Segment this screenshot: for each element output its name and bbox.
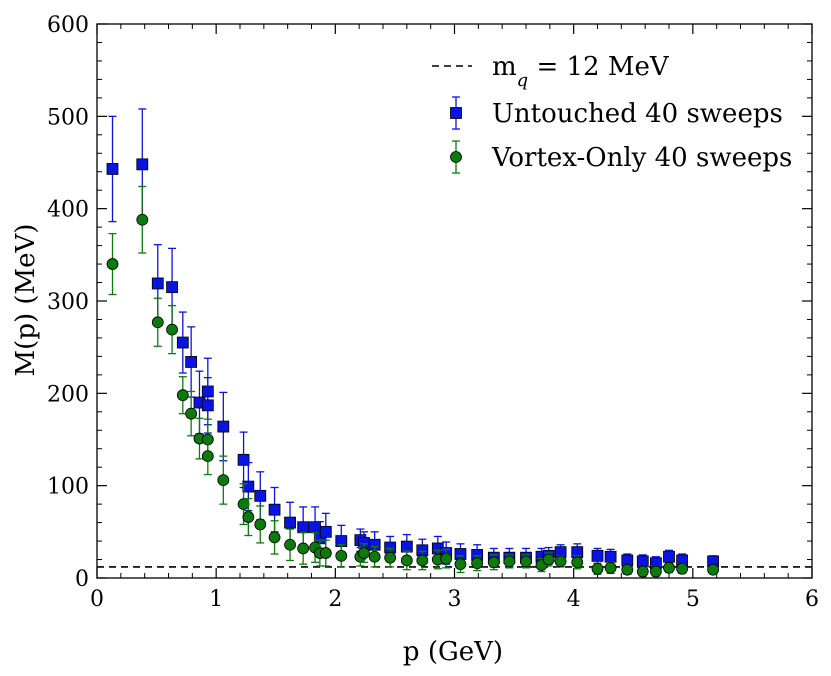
data-point xyxy=(136,158,149,171)
data-point xyxy=(676,562,689,575)
data-point xyxy=(106,258,119,270)
data-point xyxy=(201,399,214,412)
data-point xyxy=(358,547,370,559)
data-point xyxy=(284,516,296,529)
data-point xyxy=(604,550,617,563)
data-point xyxy=(663,550,675,563)
y-tick-label: 0 xyxy=(75,567,89,592)
legend-label-untouched: Untouched 40 sweeps xyxy=(492,99,783,129)
data-point xyxy=(242,511,255,523)
data-point xyxy=(707,563,719,576)
data-point xyxy=(487,556,500,569)
series-layer xyxy=(97,108,812,578)
data-point xyxy=(636,555,649,568)
data-point xyxy=(368,550,381,563)
data-point xyxy=(384,551,397,564)
y-tick-label: 500 xyxy=(47,105,89,130)
data-point xyxy=(254,489,267,502)
data-point xyxy=(319,547,332,559)
data-point xyxy=(520,555,532,568)
series-vortex-only xyxy=(106,185,719,578)
data-point xyxy=(591,562,604,575)
data-point xyxy=(400,540,413,553)
data-point xyxy=(319,525,332,538)
data-point xyxy=(542,553,555,566)
data-point xyxy=(400,554,413,567)
y-tick-label: 600 xyxy=(47,13,89,38)
data-point xyxy=(176,336,189,349)
data-point xyxy=(201,450,214,463)
x-tick-label: 5 xyxy=(686,587,700,612)
data-point xyxy=(309,521,321,534)
data-point xyxy=(571,556,584,569)
data-point xyxy=(471,557,484,570)
data-point xyxy=(297,521,310,534)
data-point xyxy=(217,474,230,487)
data-point xyxy=(604,561,617,574)
x-tick-label: 3 xyxy=(448,587,462,612)
data-point xyxy=(503,555,516,568)
data-point xyxy=(268,503,281,516)
data-point xyxy=(217,420,230,433)
x-tick-label: 2 xyxy=(328,587,342,612)
data-point xyxy=(416,554,429,567)
y-axis-label: M(p) (MeV) xyxy=(11,224,41,377)
y-tick-label: 200 xyxy=(47,382,89,407)
data-point xyxy=(151,277,164,290)
data-point xyxy=(237,453,250,466)
data-point xyxy=(254,518,267,531)
y-tick-label: 100 xyxy=(47,475,89,500)
data-point xyxy=(663,561,675,574)
series-untouched xyxy=(106,108,719,571)
axes: 0 1 2 3 4 5 6 0 100 200 300 400 500 600 xyxy=(47,13,819,612)
data-point xyxy=(185,356,198,368)
legend-swatch-vortex-only xyxy=(450,151,462,163)
y-tick-label: 400 xyxy=(47,198,89,223)
data-point xyxy=(106,163,119,175)
data-point xyxy=(166,281,178,294)
data-point xyxy=(166,323,178,336)
data-point xyxy=(591,549,604,562)
data-point xyxy=(636,565,649,578)
x-axis-label: p (GeV) xyxy=(403,637,503,667)
data-point xyxy=(185,407,198,420)
legend-label-vortex-only: Vortex-Only 40 sweeps xyxy=(491,143,792,173)
data-point xyxy=(242,480,255,493)
x-tick-label: 0 xyxy=(90,587,104,612)
x-tick-label: 1 xyxy=(209,587,223,612)
legend-swatch-untouched xyxy=(450,107,462,119)
data-point xyxy=(297,542,310,555)
data-point xyxy=(176,389,189,402)
x-tick-label: 6 xyxy=(805,587,819,612)
data-point xyxy=(284,538,296,551)
data-point xyxy=(621,563,634,576)
x-tick-label: 4 xyxy=(567,587,581,612)
data-point xyxy=(440,552,453,565)
data-point xyxy=(454,558,467,571)
legend-label-reference: mq = 12 MeV xyxy=(492,52,670,91)
data-point xyxy=(136,213,149,226)
data-point xyxy=(335,549,348,562)
data-point xyxy=(237,498,250,511)
data-point xyxy=(554,555,567,568)
legend: mq = 12 MeV Untouched 40 sweeps Vortex-Onl… xyxy=(432,52,792,174)
y-tick-label: 300 xyxy=(47,290,89,315)
data-point xyxy=(649,565,662,578)
data-point xyxy=(151,316,164,329)
data-point xyxy=(268,531,281,544)
